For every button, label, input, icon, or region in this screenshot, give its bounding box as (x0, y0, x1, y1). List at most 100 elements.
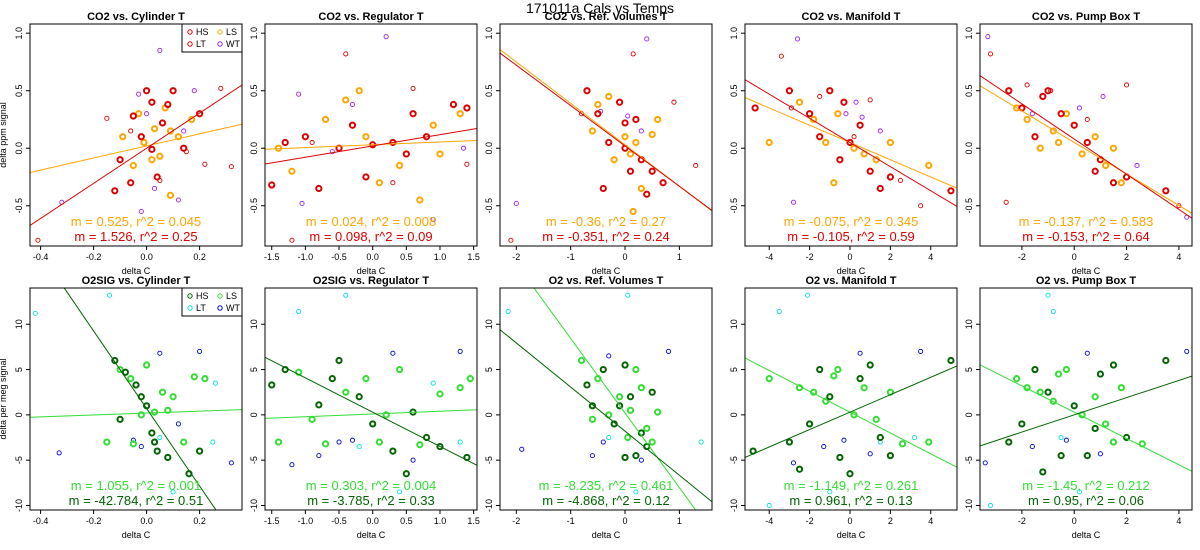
y-tick-label: 0.0 (249, 142, 259, 155)
legend: HS LS LT WT (181, 23, 243, 53)
point-ls (850, 144, 858, 152)
point-ls (396, 365, 404, 374)
y-tick-label: 0 (484, 412, 494, 417)
point-hs (196, 447, 204, 455)
x-tick-label: -0.5 (331, 516, 347, 526)
point-wt (519, 446, 525, 452)
point-hs (751, 104, 759, 112)
point-hs (632, 452, 640, 460)
point-wt (982, 460, 988, 466)
point-lt (776, 309, 782, 315)
panel-title: O2 vs. Pump Box T (1036, 275, 1137, 287)
point-ls (436, 390, 444, 398)
fit-line (30, 84, 242, 226)
point-hs (806, 420, 814, 428)
point-wt (136, 91, 142, 97)
point-wt (56, 450, 62, 456)
x-tick-label: 4 (928, 252, 933, 262)
fit-annotation: m = -8.235, r^2 = 0.461 (539, 478, 674, 493)
point-lt (1050, 309, 1056, 315)
point-hs (583, 87, 591, 95)
point-hs (795, 465, 804, 473)
point-hs (826, 393, 834, 401)
point-hs (116, 415, 124, 423)
point-ls (850, 411, 858, 419)
point-hs (1057, 452, 1065, 460)
point-lt (671, 99, 677, 105)
point-lt (633, 489, 639, 495)
point-ls (119, 133, 127, 141)
x-tick-label: -1.0 (298, 252, 314, 262)
points-group (505, 292, 704, 495)
point-ls (1117, 384, 1125, 392)
point-ls (342, 96, 350, 104)
point-hs (1091, 424, 1099, 433)
point-hs (158, 119, 167, 127)
point-hs (1039, 92, 1047, 101)
point-wt (175, 421, 181, 427)
point-ls (129, 440, 137, 448)
plot-frame (499, 23, 713, 247)
x-tick-label: 0 (847, 252, 852, 262)
point-hs (643, 190, 651, 198)
fit-line (745, 357, 957, 468)
point-hs (148, 429, 156, 437)
y-tick-label: 10 (484, 319, 494, 329)
point-hs (876, 184, 884, 193)
point-lt (508, 237, 514, 243)
panel-5: CO2 vs. Pump Box T delta C -2 0 2 4 -0.5 0.0 0.5… (964, 11, 1193, 276)
point-hs (836, 156, 844, 164)
x-axis-label: delta C (122, 530, 151, 540)
fit-line (63, 288, 217, 510)
fit-line (500, 329, 712, 503)
point-ls (150, 125, 159, 133)
x-axis-label: delta C (357, 530, 386, 540)
point-lt (693, 162, 699, 169)
point-ls (648, 438, 656, 446)
point-hs (164, 453, 172, 462)
point-lt (851, 134, 857, 140)
y-tick-label: 5 (729, 367, 739, 372)
point-hs (947, 187, 955, 195)
point-ls (1102, 420, 1110, 428)
x-tick-label: -0.2 (86, 516, 102, 526)
point-wt (1097, 451, 1103, 457)
point-lt (430, 380, 436, 386)
point-wt (130, 437, 136, 443)
point-wt (644, 36, 650, 42)
point-lt (157, 434, 163, 441)
point-wt (1029, 444, 1035, 450)
point-wt (1134, 162, 1140, 169)
point-ls (830, 372, 838, 380)
fit-annotation: m = -42.784, r^2 = 0.51 (69, 493, 204, 508)
point-lt (32, 310, 38, 316)
fit-annotation: m = -0.153, r^2 = 0.64 (1022, 229, 1150, 244)
x-tick-label: 0 (1072, 252, 1077, 262)
point-hs (1044, 388, 1052, 396)
point-wt (1076, 105, 1083, 111)
point-ls (143, 361, 151, 369)
point-lt (410, 85, 416, 91)
point-ls (1054, 370, 1063, 378)
point-wt (383, 34, 389, 40)
point-hs (1109, 179, 1118, 187)
point-ls (355, 87, 363, 95)
panel-4: CO2 vs. Manifold T delta C -4 -2 0 2 4 -0.5 0.0 0… (729, 11, 958, 276)
y-tick-label: -10 (14, 499, 24, 512)
point-hs (583, 381, 591, 389)
point-wt (316, 453, 322, 459)
x-tick-label: 0.0 (366, 252, 379, 262)
point-ls (629, 207, 637, 216)
point-wt (513, 200, 519, 206)
x-tick-label: 0.0 (366, 516, 379, 526)
point-ls (637, 384, 645, 392)
point-wt (299, 200, 305, 206)
panel-10: O2 vs. Pump Box T delta C -2 0 2 4 -10 -5 0 5 10 m … (964, 275, 1193, 540)
point-wt (589, 453, 595, 459)
point-hs (127, 179, 135, 187)
legend-label: LT (196, 39, 206, 49)
point-hs (648, 388, 656, 396)
y-tick-label: 5 (249, 367, 259, 372)
point-hs (866, 167, 874, 175)
